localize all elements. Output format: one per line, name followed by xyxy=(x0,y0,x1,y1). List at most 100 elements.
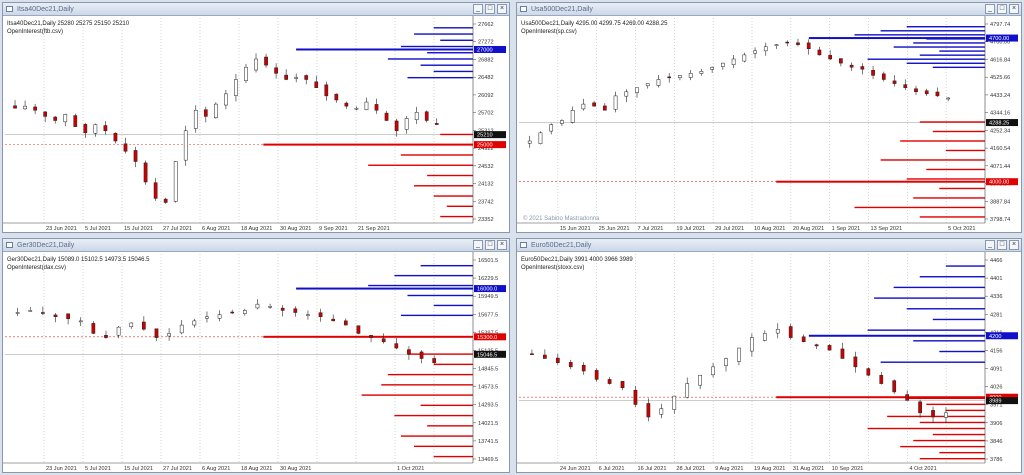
chart-window-euro50[interactable]: Euro50Dec21,Daily _□× 4466 4401 4336 4281 42… xyxy=(516,238,1022,473)
candle-bull xyxy=(364,101,369,111)
window-titlebar[interactable]: Euro50Dec21,Daily _ □ × xyxy=(517,239,1021,252)
price-axis-label: 25702 xyxy=(478,111,494,117)
close-button[interactable]: × xyxy=(1009,4,1019,14)
candle-bull xyxy=(635,87,639,93)
price-chart[interactable]: 4466440143364281421641564091402639713906… xyxy=(517,252,1021,472)
candle-bull xyxy=(93,124,98,134)
price-axis-label: 16229.5 xyxy=(478,276,498,282)
candle-bull xyxy=(538,132,543,144)
window-titlebar[interactable]: Ger30Dec21,Daily _ □ × xyxy=(3,239,509,252)
candle-bear xyxy=(432,358,437,363)
candle-bull xyxy=(255,303,260,309)
candle-bull xyxy=(28,310,33,312)
candle-bear xyxy=(143,162,148,183)
oi-put-bar xyxy=(932,433,985,436)
price-axis-label: 27272 xyxy=(478,40,494,46)
candle-bear xyxy=(796,42,800,45)
candle-bear xyxy=(633,389,638,405)
price-tag-label: 25000 xyxy=(477,143,493,149)
chart-window-icon xyxy=(6,242,13,248)
chart-window-icon xyxy=(520,242,527,248)
oi-put-bar xyxy=(919,121,985,123)
oi-put-bar xyxy=(420,404,473,407)
date-axis-label: 20 Aug 2021 xyxy=(793,226,824,232)
maximize-button[interactable]: □ xyxy=(485,240,495,250)
price-chart[interactable]: 4797.74 4700.00 4616.84 4525.66 4433.24 4344.… xyxy=(517,16,1021,232)
candle-bull xyxy=(242,310,247,314)
indicator-label: OpenInterest(stoxx.csv) xyxy=(521,265,584,271)
oi-put-bar xyxy=(400,435,473,437)
price-axis-label: 4156 xyxy=(990,348,1002,354)
candle-bear xyxy=(230,311,235,314)
oi-put-bar xyxy=(414,445,473,448)
candle-bear xyxy=(931,410,935,418)
chart-window-ger30[interactable]: Ger30Dec21,Daily _ □ × 16501.5 16229.5 15949… xyxy=(2,238,510,473)
chart-background xyxy=(517,16,1021,232)
price-axis-label: 4344.16 xyxy=(990,111,1010,117)
candle-bear xyxy=(407,349,411,355)
close-button[interactable]: × xyxy=(497,240,507,250)
price-chart[interactable]: 16501.516229.515949.515677.515397.515125… xyxy=(3,252,509,472)
minimize-button[interactable]: _ xyxy=(473,240,483,250)
window-title: Itsa40Dec21,Daily xyxy=(17,6,74,13)
candle-bear xyxy=(104,335,108,338)
candle-bull xyxy=(762,333,767,341)
oi-call-bar xyxy=(906,26,985,28)
copyright-label: © 2021 Sabino Mastradonna xyxy=(523,215,600,222)
price-axis-label: 4160.54 xyxy=(990,146,1010,152)
candle-bear xyxy=(73,115,78,127)
candle-bear xyxy=(154,328,159,338)
indicator-label: OpenInterest(ftb.csv) xyxy=(7,29,63,35)
candle-bull xyxy=(192,320,197,326)
minimize-button[interactable]: _ xyxy=(985,4,995,14)
candle-bear xyxy=(113,133,118,142)
maximize-button[interactable]: □ xyxy=(485,4,495,14)
date-axis-label: 23 Jun 2021 xyxy=(46,466,77,472)
date-axis-label: 1 Oct 2021 xyxy=(397,466,424,472)
price-chart[interactable]: 2766227272268822648226092257022531224922… xyxy=(3,16,509,232)
chart-window-usa500[interactable]: Usa500Dec21,Daily _ □ × 4797.74 4700.00 4616… xyxy=(516,2,1022,233)
price-axis-label: 13469.5 xyxy=(478,457,498,463)
minimize-button[interactable]: _ xyxy=(473,4,483,14)
candle-bear xyxy=(394,343,399,349)
oi-put-bar xyxy=(446,205,473,208)
date-axis-label: 5 Jul 2021 xyxy=(85,466,111,472)
chart-window-icon xyxy=(6,6,13,12)
price-axis-label: 14021.5 xyxy=(478,421,498,427)
close-button[interactable]: × xyxy=(497,4,507,14)
candle-bull xyxy=(699,71,704,74)
oi-call-bar xyxy=(433,70,473,73)
oi-put-bar xyxy=(945,149,985,152)
price-axis-label: 27662 xyxy=(478,22,494,28)
oi-call-bar xyxy=(913,340,985,342)
candle-bull xyxy=(234,79,238,96)
price-axis-label: 26882 xyxy=(478,57,494,63)
candle-bull xyxy=(774,44,779,46)
maximize-button[interactable]: □ xyxy=(997,240,1007,250)
candle-bear xyxy=(620,381,625,389)
chart-window-itsa40[interactable]: Itsa40Dec21,Daily _ □ × 27662 27272 26882 264… xyxy=(2,2,510,233)
candle-bear xyxy=(646,403,651,418)
price-axis-label: 26482 xyxy=(478,75,494,81)
oi-max-call-bar xyxy=(296,48,473,51)
oi-call-bar xyxy=(440,39,473,41)
candle-bear xyxy=(918,401,922,414)
date-axis-bg xyxy=(3,223,509,232)
maximize-button[interactable]: □ xyxy=(997,4,1007,14)
candle-bear xyxy=(935,91,940,97)
candle-bear xyxy=(814,344,819,347)
close-button[interactable]: × xyxy=(1009,240,1019,250)
price-axis-label: 4401 xyxy=(990,276,1002,282)
candle-bull xyxy=(656,79,661,86)
price-axis-label: 4433.24 xyxy=(990,93,1010,99)
minimize-button[interactable]: _ xyxy=(985,240,995,250)
date-axis-bg xyxy=(517,223,1021,232)
date-axis-label: 9 Aug 2021 xyxy=(715,466,743,472)
window-titlebar[interactable]: Itsa40Dec21,Daily _ □ × xyxy=(3,3,509,16)
candle-bear xyxy=(394,120,399,131)
candle-bear xyxy=(53,116,58,121)
oi-put-bar xyxy=(433,455,473,458)
indicator-label: OpenInterest(sp.csv) xyxy=(521,29,577,35)
price-axis-bg xyxy=(985,252,1021,472)
window-titlebar[interactable]: Usa500Dec21,Daily _ □ × xyxy=(517,3,1021,16)
